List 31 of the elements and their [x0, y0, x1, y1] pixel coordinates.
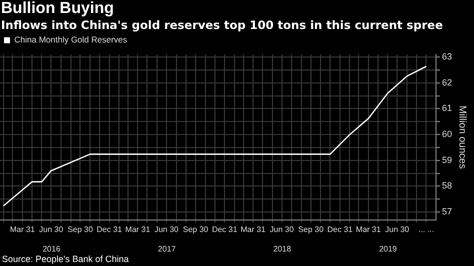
chart-subtitle: Inflows into China's gold reserves top 100 tons in this current spree	[0, 18, 444, 32]
x-tick-label: Sep 30	[182, 224, 209, 234]
x-tick-label: Mar 31	[10, 224, 36, 234]
x-tick-label: Dec 31	[212, 224, 238, 234]
x-tick-label: Mar 31	[356, 224, 382, 234]
x-tick-label: Dec 31	[327, 224, 354, 234]
x2-tick-label: 2016	[42, 244, 61, 254]
x2-tick-label: 2018	[273, 244, 292, 254]
x-tick-label: Mar 31	[240, 224, 266, 234]
x-tick-label: Jun 30	[39, 224, 64, 234]
legend-label: China Monthly Gold Reserves	[14, 34, 128, 45]
x-tick-label: Jun 30	[154, 224, 180, 234]
x2-tick-label: 2017	[158, 244, 176, 254]
y-tick-label: 58	[442, 180, 452, 191]
y-tick-label: 57	[442, 206, 452, 217]
x-tick-label: Mar 31	[125, 224, 151, 234]
y-tick-label: 60	[442, 129, 452, 140]
chart-title: Bullion Buying	[0, 0, 115, 18]
x-tick-label: Jun 30	[385, 224, 410, 234]
y-tick-label: 63	[442, 52, 452, 62]
x-tick-label: Jun 30	[270, 224, 294, 234]
y-tick-label: 62	[442, 77, 452, 88]
y-axis-title: Million ounces	[456, 105, 468, 169]
x-tick-label: Sep 30	[68, 224, 94, 234]
source-note: Source: People's Bank of China	[1, 254, 130, 265]
x2-tick-label: 2019	[379, 244, 398, 254]
x-tick-label: Dec 31	[96, 224, 123, 234]
y-tick-label: 59	[442, 154, 452, 165]
y-tick-label: 61	[442, 103, 452, 114]
x-tick-label: Sep 30	[298, 224, 324, 234]
x-tick-label: ... ...	[418, 224, 434, 234]
